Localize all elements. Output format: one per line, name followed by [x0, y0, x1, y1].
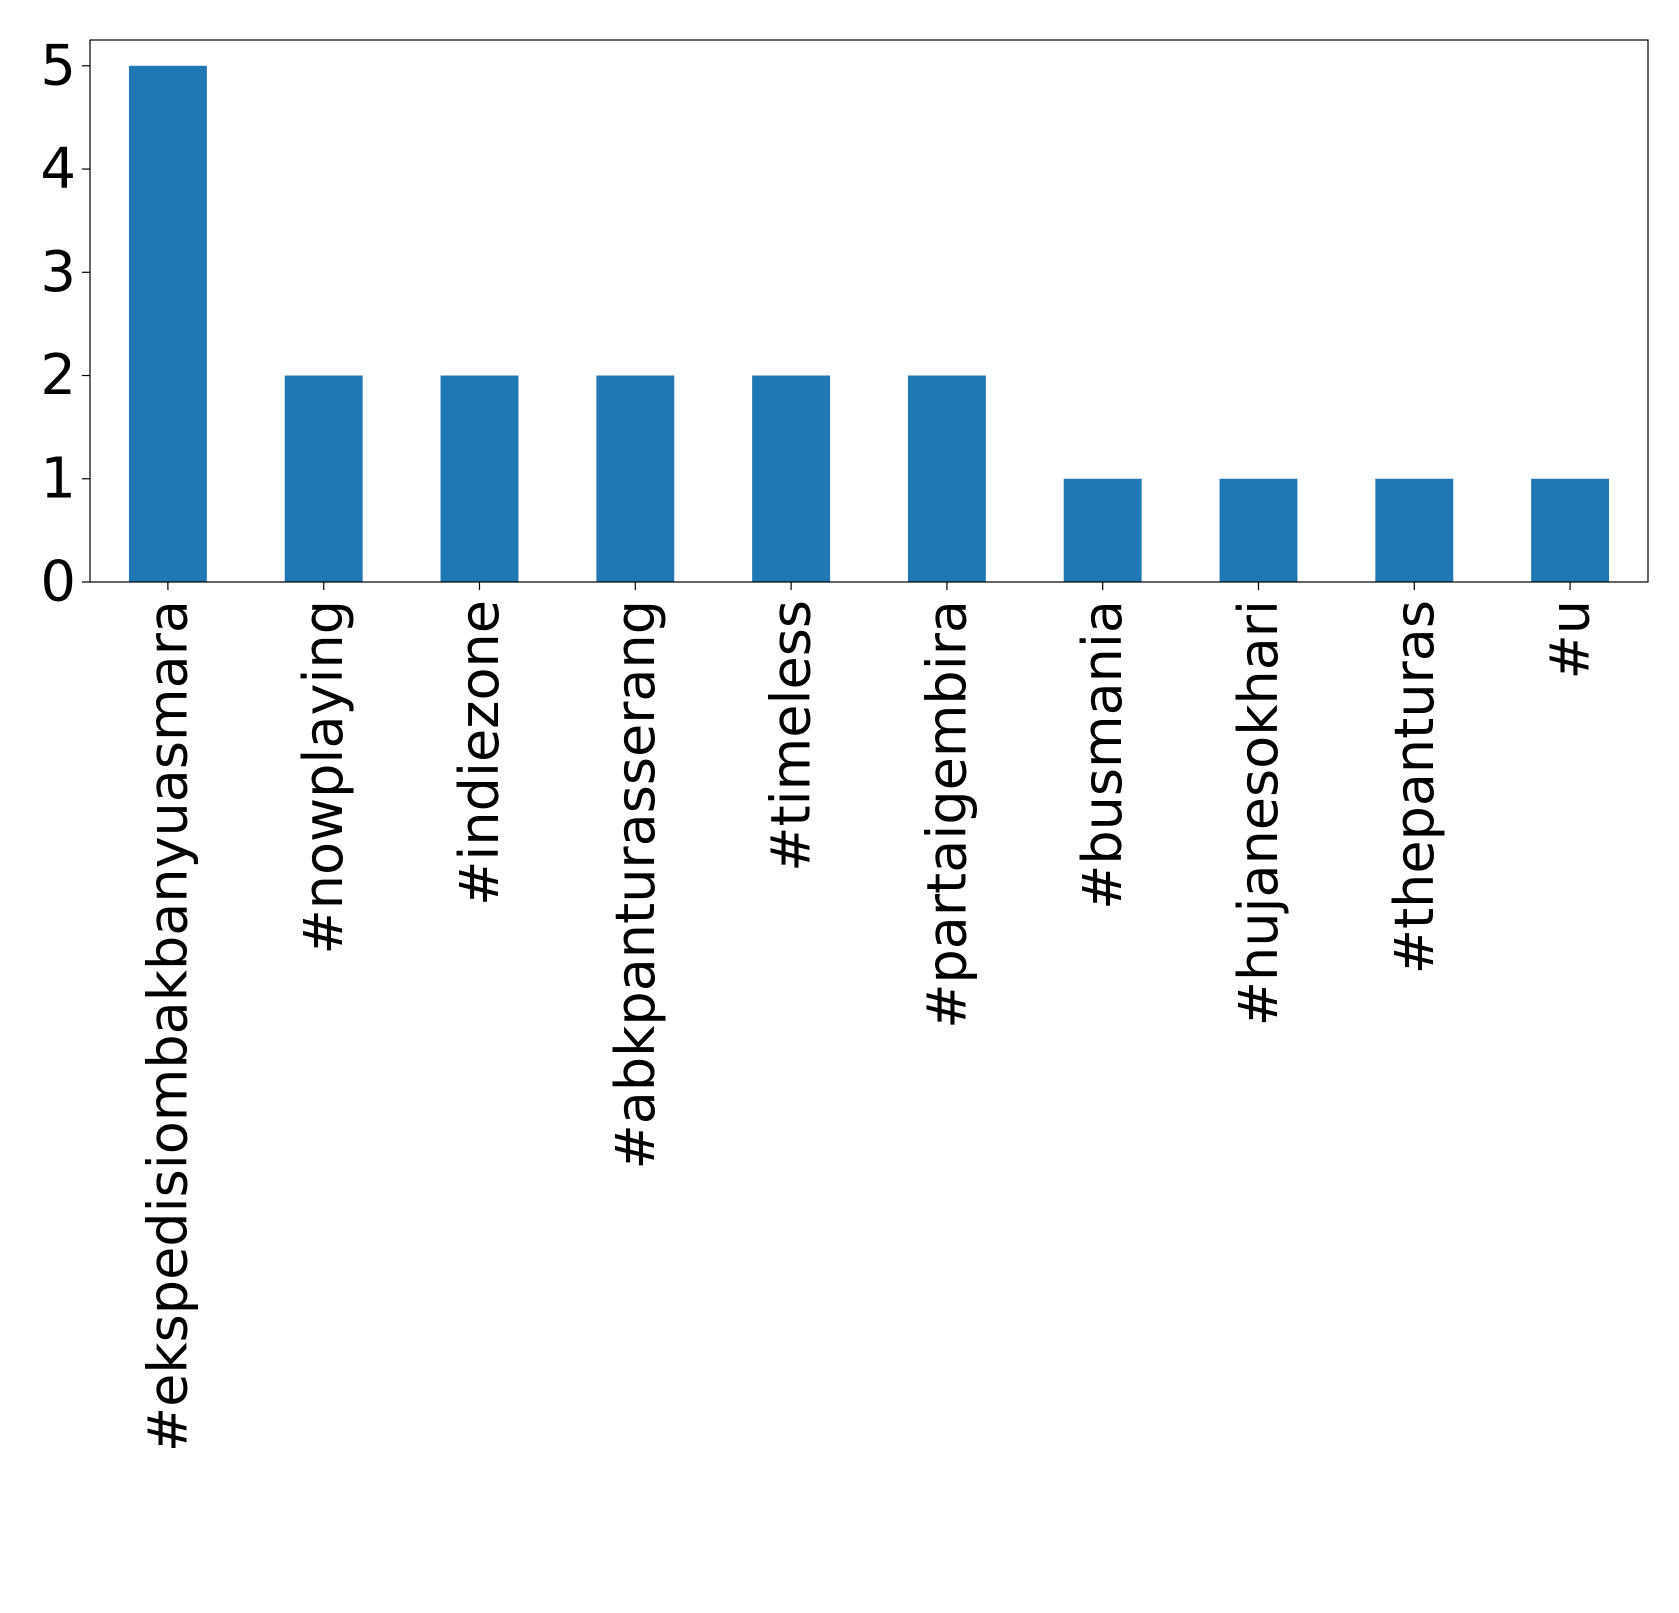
bar-busmania — [1063, 478, 1142, 582]
bars-group — [128, 65, 1610, 583]
x-tick-label: #hujanesokhari — [1227, 600, 1290, 1026]
y-tick-label: 5 — [40, 33, 76, 98]
x-tick-label: #nowplaying — [292, 600, 355, 955]
x-tick-label: #busmania — [1071, 600, 1134, 910]
x-axis: #ekspedisiombakbanyuasmara #nowplaying #in… — [136, 582, 1602, 1452]
x-tick-label: #ekspedisiombakbanyuasmara — [136, 600, 199, 1452]
x-tick-label: #indiezone — [448, 600, 511, 906]
x-tick-label: #u — [1539, 600, 1602, 679]
bar-partaigembira — [907, 375, 986, 582]
x-tick-label: #partaigembira — [915, 600, 978, 1029]
bar-u — [1531, 478, 1610, 582]
y-tick-label: 2 — [40, 343, 76, 408]
x-tick-label: #timeless — [760, 600, 823, 872]
x-tick-label: #thepanturas — [1383, 600, 1446, 974]
x-tick-label: #abkpanturasserang — [604, 600, 667, 1169]
bar-hujanesokhari — [1219, 478, 1298, 582]
y-tick-label: 1 — [40, 446, 76, 511]
y-axis: 0 1 2 3 4 5 — [40, 33, 90, 615]
bar-timeless — [752, 375, 831, 582]
y-tick-label: 3 — [40, 240, 76, 305]
y-tick-label: 4 — [40, 137, 76, 202]
bar-nowplaying — [284, 375, 363, 582]
bar-indiezone — [440, 375, 519, 582]
bar-thepanturas — [1375, 478, 1454, 582]
bar-ekspedisiombakbanyuasmara — [128, 65, 207, 583]
bar-abkpanturasserang — [596, 375, 675, 582]
plot-frame — [89, 39, 1649, 583]
y-tick-label: 0 — [40, 550, 76, 615]
